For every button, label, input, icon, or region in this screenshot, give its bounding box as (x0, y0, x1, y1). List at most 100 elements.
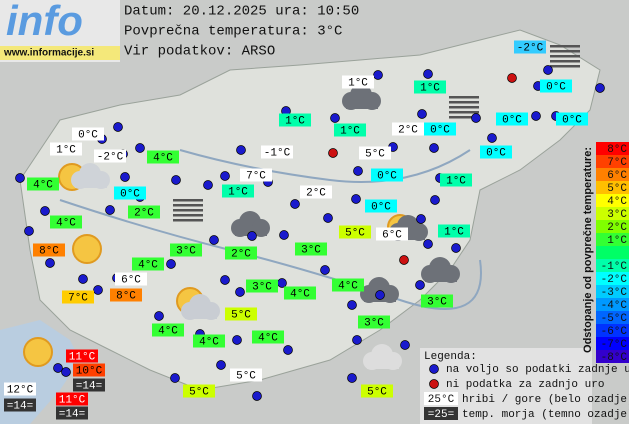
station-dot (487, 133, 497, 143)
station-box (73, 378, 105, 392)
fog-icon (550, 45, 580, 48)
station-box (376, 227, 408, 241)
station-temp: -2°C (517, 42, 544, 54)
station-dot (353, 166, 363, 176)
station-temp: 2°C (231, 248, 251, 260)
station-temp: 2°C (398, 124, 418, 136)
station-box (392, 122, 424, 136)
station-box (72, 127, 104, 141)
station-box (152, 323, 184, 337)
station-box (342, 75, 374, 89)
station-box (222, 184, 254, 198)
sun-icon (72, 234, 102, 264)
station-temp: 5°C (231, 309, 251, 321)
fog-icon (173, 199, 203, 202)
scale-label: -5°C (601, 313, 628, 325)
station-temp: 1°C (56, 144, 76, 156)
scale-label: -6°C (601, 326, 628, 338)
station-dot (15, 173, 25, 183)
station-dot (235, 287, 245, 297)
cloud-part (185, 309, 217, 319)
station-box (339, 225, 371, 239)
station-dot (78, 274, 88, 284)
fog-icon (173, 219, 203, 222)
station-box (62, 290, 94, 304)
station-temp: 5°C (367, 386, 387, 398)
station-dot (105, 205, 115, 215)
station-temp: 4°C (56, 217, 76, 229)
station-box (94, 149, 126, 163)
station-dot (451, 243, 461, 253)
scale-label: 8°C (607, 144, 627, 156)
no-data-dot (399, 255, 409, 265)
legend-sea-box (424, 407, 458, 420)
station-dot (170, 373, 180, 383)
station-temp: 7°C (246, 170, 266, 182)
station-temp: 4°C (138, 259, 158, 271)
station-dot (220, 275, 230, 285)
station-dot (24, 226, 34, 236)
scale-swatch (596, 350, 629, 363)
scale-label: -7°C (601, 339, 628, 351)
river (59, 199, 482, 310)
station-temp: 11°C (69, 351, 96, 363)
station-temp: 5°C (345, 227, 365, 239)
station-temp: 3°C (176, 245, 196, 257)
legend-mountain-box (424, 392, 458, 405)
legend-title: Legenda: (424, 351, 477, 363)
station-box (225, 246, 257, 260)
station-dot (216, 360, 226, 370)
station-dot (113, 122, 123, 132)
station-box (540, 79, 572, 93)
station-box (27, 177, 59, 191)
station-box (438, 224, 470, 238)
station-box (514, 40, 546, 54)
station-temp: 8°C (39, 245, 59, 257)
station-box (50, 215, 82, 229)
station-temp: 3°C (301, 244, 321, 256)
station-temp: 1°C (228, 186, 248, 198)
station-box (334, 123, 366, 137)
station-box (56, 406, 88, 420)
station-temp: 4°C (199, 336, 219, 348)
station-dot (252, 391, 262, 401)
scale-label: 7°C (607, 157, 627, 169)
station-dots (15, 65, 605, 401)
legend-mountain-sample: 25°C (428, 394, 455, 406)
station-dot (120, 172, 130, 182)
station-box (193, 334, 225, 348)
station-temp: 6°C (121, 274, 141, 286)
legend-sea-text: temp. morja (temno ozadje) (462, 409, 629, 421)
cloud-part (75, 178, 107, 188)
station-box (230, 368, 262, 382)
station-dot (417, 109, 427, 119)
station-dot (347, 300, 357, 310)
deviation-scale: Odstopanje od povprečne temperature: 8°C… (582, 142, 629, 364)
station-box (115, 272, 147, 286)
station-temp: 1°C (348, 77, 368, 89)
cloud-part (367, 359, 399, 369)
logo: info (6, 0, 83, 44)
station-temp: 1°C (446, 175, 466, 187)
cloud-icon (71, 163, 110, 189)
station-dot (471, 113, 481, 123)
station-dot (373, 70, 383, 80)
station-labels: -2°C1°C 1°C 0°C1°C1°C 2°C 0°C0°C 0°C0°C1°C-2°… (4, 40, 588, 420)
scale-swatch (596, 311, 629, 324)
scale-label: -8°C (601, 352, 628, 364)
fog-icon (173, 209, 203, 212)
date-line: Datum: 20.12.2025 ura: 10:50 (124, 4, 359, 20)
station-dot (415, 280, 425, 290)
station-box (279, 113, 311, 127)
station-temp: 4°C (158, 325, 178, 337)
fog-icon (449, 111, 479, 114)
station-temp: 1°C (444, 226, 464, 238)
station-box (170, 243, 202, 257)
station-temp: 2°C (134, 207, 154, 219)
station-temp: 0°C (546, 81, 566, 93)
station-temp: 0°C (377, 170, 397, 182)
cloud-icon (231, 211, 270, 237)
scale-swatch (596, 324, 629, 337)
station-box (424, 122, 456, 136)
